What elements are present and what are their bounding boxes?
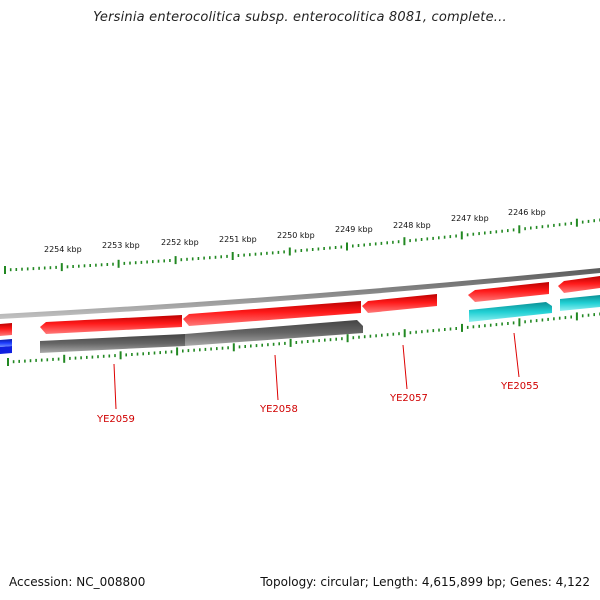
gene-connector [113, 363, 117, 410]
tick-label: 2248 kbp [393, 221, 431, 230]
inner-tick-ring [7, 312, 600, 366]
gene-label-connectors [113, 332, 520, 410]
gene-connector [513, 332, 520, 378]
gene-arrow-reverse[interactable] [469, 302, 552, 322]
gene-arrow-forward[interactable] [0, 323, 12, 336]
tick-label: 2254 kbp [44, 245, 82, 254]
topology-length-genes-text: Topology: circular; Length: 4,615,899 bp… [260, 575, 590, 589]
tick-label: 2246 kbp [508, 208, 546, 217]
gene-label-ye2059[interactable]: YE2059 [96, 414, 135, 425]
reverse-strand-genes [0, 295, 600, 354]
tick-label: 2252 kbp [161, 238, 199, 247]
map-title: Yersinia enterocolitica subsp. enterocol… [93, 10, 507, 25]
gene-connector [274, 354, 279, 401]
gene-arrow-forward[interactable] [558, 276, 600, 293]
tick-labels: 2254 kbp 2253 kbp 2252 kbp 2251 kbp 2250… [44, 208, 546, 254]
gene-labels: YE2059 YE2058 YE2057 YE2055 [96, 381, 539, 425]
gene-arrow-forward[interactable] [468, 282, 549, 302]
tick-label: 2251 kbp [219, 235, 257, 244]
gene-arrow-reverse[interactable] [40, 334, 185, 353]
gene-arrow-reverse[interactable] [560, 295, 600, 311]
tick-label: 2250 kbp [277, 231, 315, 240]
gene-label-ye2057[interactable]: YE2057 [389, 393, 428, 404]
gene-blue-block[interactable] [0, 339, 12, 347]
accession-text: Accession: NC_008800 [9, 575, 146, 589]
gene-arrow-forward[interactable] [40, 315, 182, 334]
gene-label-ye2058[interactable]: YE2058 [259, 404, 298, 415]
gene-arrow-reverse[interactable] [185, 320, 363, 346]
gene-connector [402, 344, 408, 390]
tick-label: 2249 kbp [335, 225, 373, 234]
gene-arrow-forward[interactable] [183, 301, 361, 326]
tick-label: 2247 kbp [451, 214, 489, 223]
gene-blue-bar[interactable] [0, 346, 12, 354]
tick-label: 2253 kbp [102, 241, 140, 250]
gene-label-ye2055[interactable]: YE2055 [500, 381, 539, 392]
genome-backbone [0, 268, 600, 319]
gene-arrow-forward[interactable] [362, 294, 437, 313]
outer-tick-ring [4, 218, 600, 274]
forward-strand-genes [0, 276, 600, 336]
